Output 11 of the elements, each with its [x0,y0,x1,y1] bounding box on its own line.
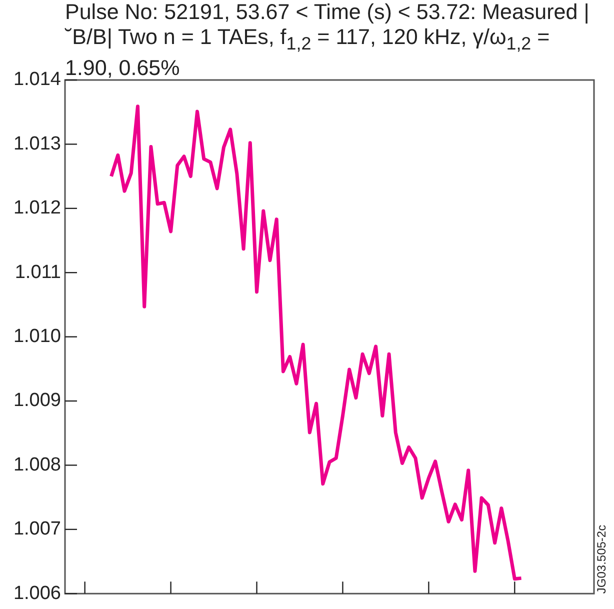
chart-title: Pulse No: 52191, 53.67 < Time (s) < 53.72: Measured |˘B/B| Two n = 1 TAEs, f$_{1,2}$ = 117, 120 kHz, γ/ω$_{1,2}$ = 1.90, 0.65% [65,0,590,80]
y-tick-label: 1.014 [13,69,62,90]
y-tick-label: 1.007 [13,518,61,540]
y-tick-label: 1.008 [13,454,61,476]
y-tick-label: 1.009 [13,390,61,412]
y-tick-label: 1.013 [13,133,61,154]
y-tick-label: 1.012 [13,198,61,219]
y-tick-label: 1.011 [14,262,61,283]
y-tick-label: 1.010 [13,326,61,348]
y-tick-label: 1.006 [13,582,61,604]
text: JG03.505-2c [594,524,608,594]
